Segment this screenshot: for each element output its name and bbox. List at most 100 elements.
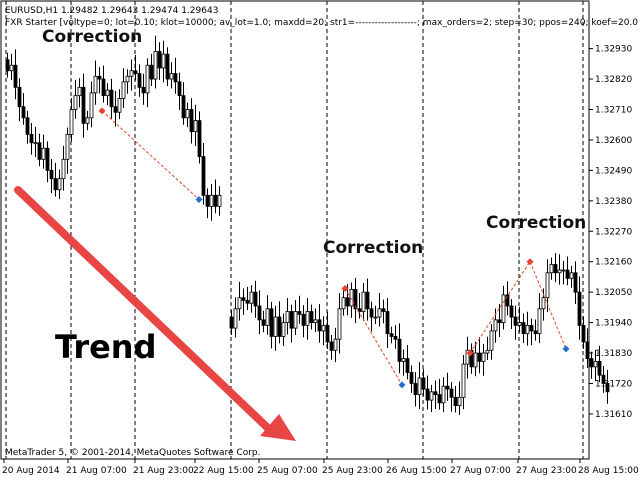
time-tick-label: 21 Aug 07:00	[66, 466, 127, 476]
candles	[5, 35, 610, 416]
price-tick-label: 1.31940	[595, 319, 632, 329]
candle-body	[45, 147, 50, 171]
price-tick-label: 1.32710	[595, 105, 632, 115]
candle-body	[601, 374, 606, 384]
copyright-text: MetaTrader 5, © 2001-2014, MetaQuotes So…	[5, 448, 261, 458]
candle-body	[597, 360, 602, 376]
candle-body	[117, 98, 122, 113]
candle-body	[261, 319, 266, 326]
price-tick-label: 1.32270	[595, 227, 632, 237]
candle-body	[253, 291, 258, 307]
candle-body	[237, 297, 242, 310]
candle-body	[317, 319, 322, 332]
correction-label-2: Correction	[323, 238, 423, 258]
candle-body	[485, 349, 490, 354]
candle-body	[213, 194, 218, 207]
candle-body	[361, 291, 366, 312]
candle-body	[569, 272, 574, 279]
candle-body	[565, 269, 570, 279]
candle-body	[577, 291, 582, 326]
candle-body	[301, 313, 306, 326]
candle-body	[17, 86, 22, 108]
time-tick-label: 28 Aug 15:00	[578, 466, 639, 476]
time-axis: 20 Aug 2014 21 Aug 07:00 21 Aug 23:00 22 Au…	[2, 459, 639, 476]
candle-body	[353, 288, 358, 310]
candle-body	[453, 396, 458, 407]
candle-body	[285, 311, 290, 323]
candle-body	[185, 109, 190, 119]
candle-body	[537, 308, 542, 335]
price-tick-label: 1.32820	[595, 75, 632, 85]
price-tick-label: 1.32160	[595, 258, 632, 268]
trade-link-line	[344, 288, 403, 386]
candle-body	[369, 308, 374, 318]
candle-body	[501, 294, 506, 323]
candle-body	[365, 291, 370, 310]
candle-body	[469, 349, 474, 368]
candle-body	[341, 297, 346, 310]
candle-body	[129, 70, 134, 77]
price-tick-label: 1.32380	[595, 197, 632, 207]
correction-label-3: Correction	[486, 213, 586, 233]
candle-body	[5, 59, 10, 72]
candle-body	[445, 385, 450, 390]
candle-body	[481, 352, 486, 362]
candle-body	[557, 269, 562, 274]
candle-body	[165, 53, 170, 80]
candle-body	[457, 396, 462, 407]
candle-body	[61, 158, 66, 180]
time-tick-label: 25 Aug 07:00	[257, 466, 318, 476]
candle-body	[605, 383, 610, 393]
candle-body	[33, 142, 38, 145]
candle-body	[533, 330, 538, 335]
candle-body	[197, 120, 202, 157]
time-tick-label: 21 Aug 23:00	[133, 466, 194, 476]
price-tick-label: 1.32600	[595, 136, 632, 146]
candle-body	[173, 73, 178, 83]
candle-body	[329, 341, 334, 351]
candle-body	[545, 272, 550, 299]
candle-body	[193, 120, 198, 133]
candle-body	[509, 305, 514, 318]
trend-label: Trend	[55, 328, 156, 366]
trade-markers	[98, 107, 570, 389]
candle-body	[401, 358, 406, 362]
candle-body	[589, 358, 594, 368]
candle-body	[381, 308, 386, 312]
trade-marker	[466, 349, 474, 357]
candle-body	[373, 316, 378, 319]
candle-body	[233, 308, 238, 329]
candle-body	[97, 75, 102, 80]
candle-body	[273, 316, 278, 337]
candle-body	[473, 352, 478, 368]
candle-body	[505, 294, 510, 307]
time-tick-label: 20 Aug 2014	[2, 466, 60, 476]
candle-body	[201, 156, 206, 196]
candle-body	[277, 316, 282, 337]
candle-body	[449, 388, 454, 398]
candle-body	[413, 383, 418, 395]
candle-body	[145, 64, 150, 94]
candle-body	[89, 92, 94, 119]
indicator-info: FXR Starter [voltype=0; lot=0.10; klot=1…	[5, 18, 638, 28]
candle-body	[81, 86, 86, 124]
candle-body	[433, 391, 438, 395]
candle-body	[477, 352, 482, 362]
candle-body	[205, 194, 210, 207]
candle-body	[297, 311, 302, 315]
candle-body	[393, 336, 398, 340]
candle-body	[37, 142, 42, 160]
price-tick-label: 1.31720	[595, 379, 632, 389]
candle-body	[21, 106, 26, 119]
candle-body	[189, 109, 194, 133]
price-tick-label: 1.32930	[595, 45, 632, 55]
candle-body	[345, 297, 350, 307]
candle-body	[137, 73, 142, 88]
candle-body	[25, 117, 30, 135]
symbol-info: EURUSD,H1 1.29482 1.29643 1.29474 1.2964…	[5, 6, 218, 16]
candle-body	[525, 324, 530, 335]
time-tick-label: 25 Aug 23:00	[322, 466, 383, 476]
candle-body	[65, 134, 70, 160]
trade-marker	[526, 258, 534, 266]
